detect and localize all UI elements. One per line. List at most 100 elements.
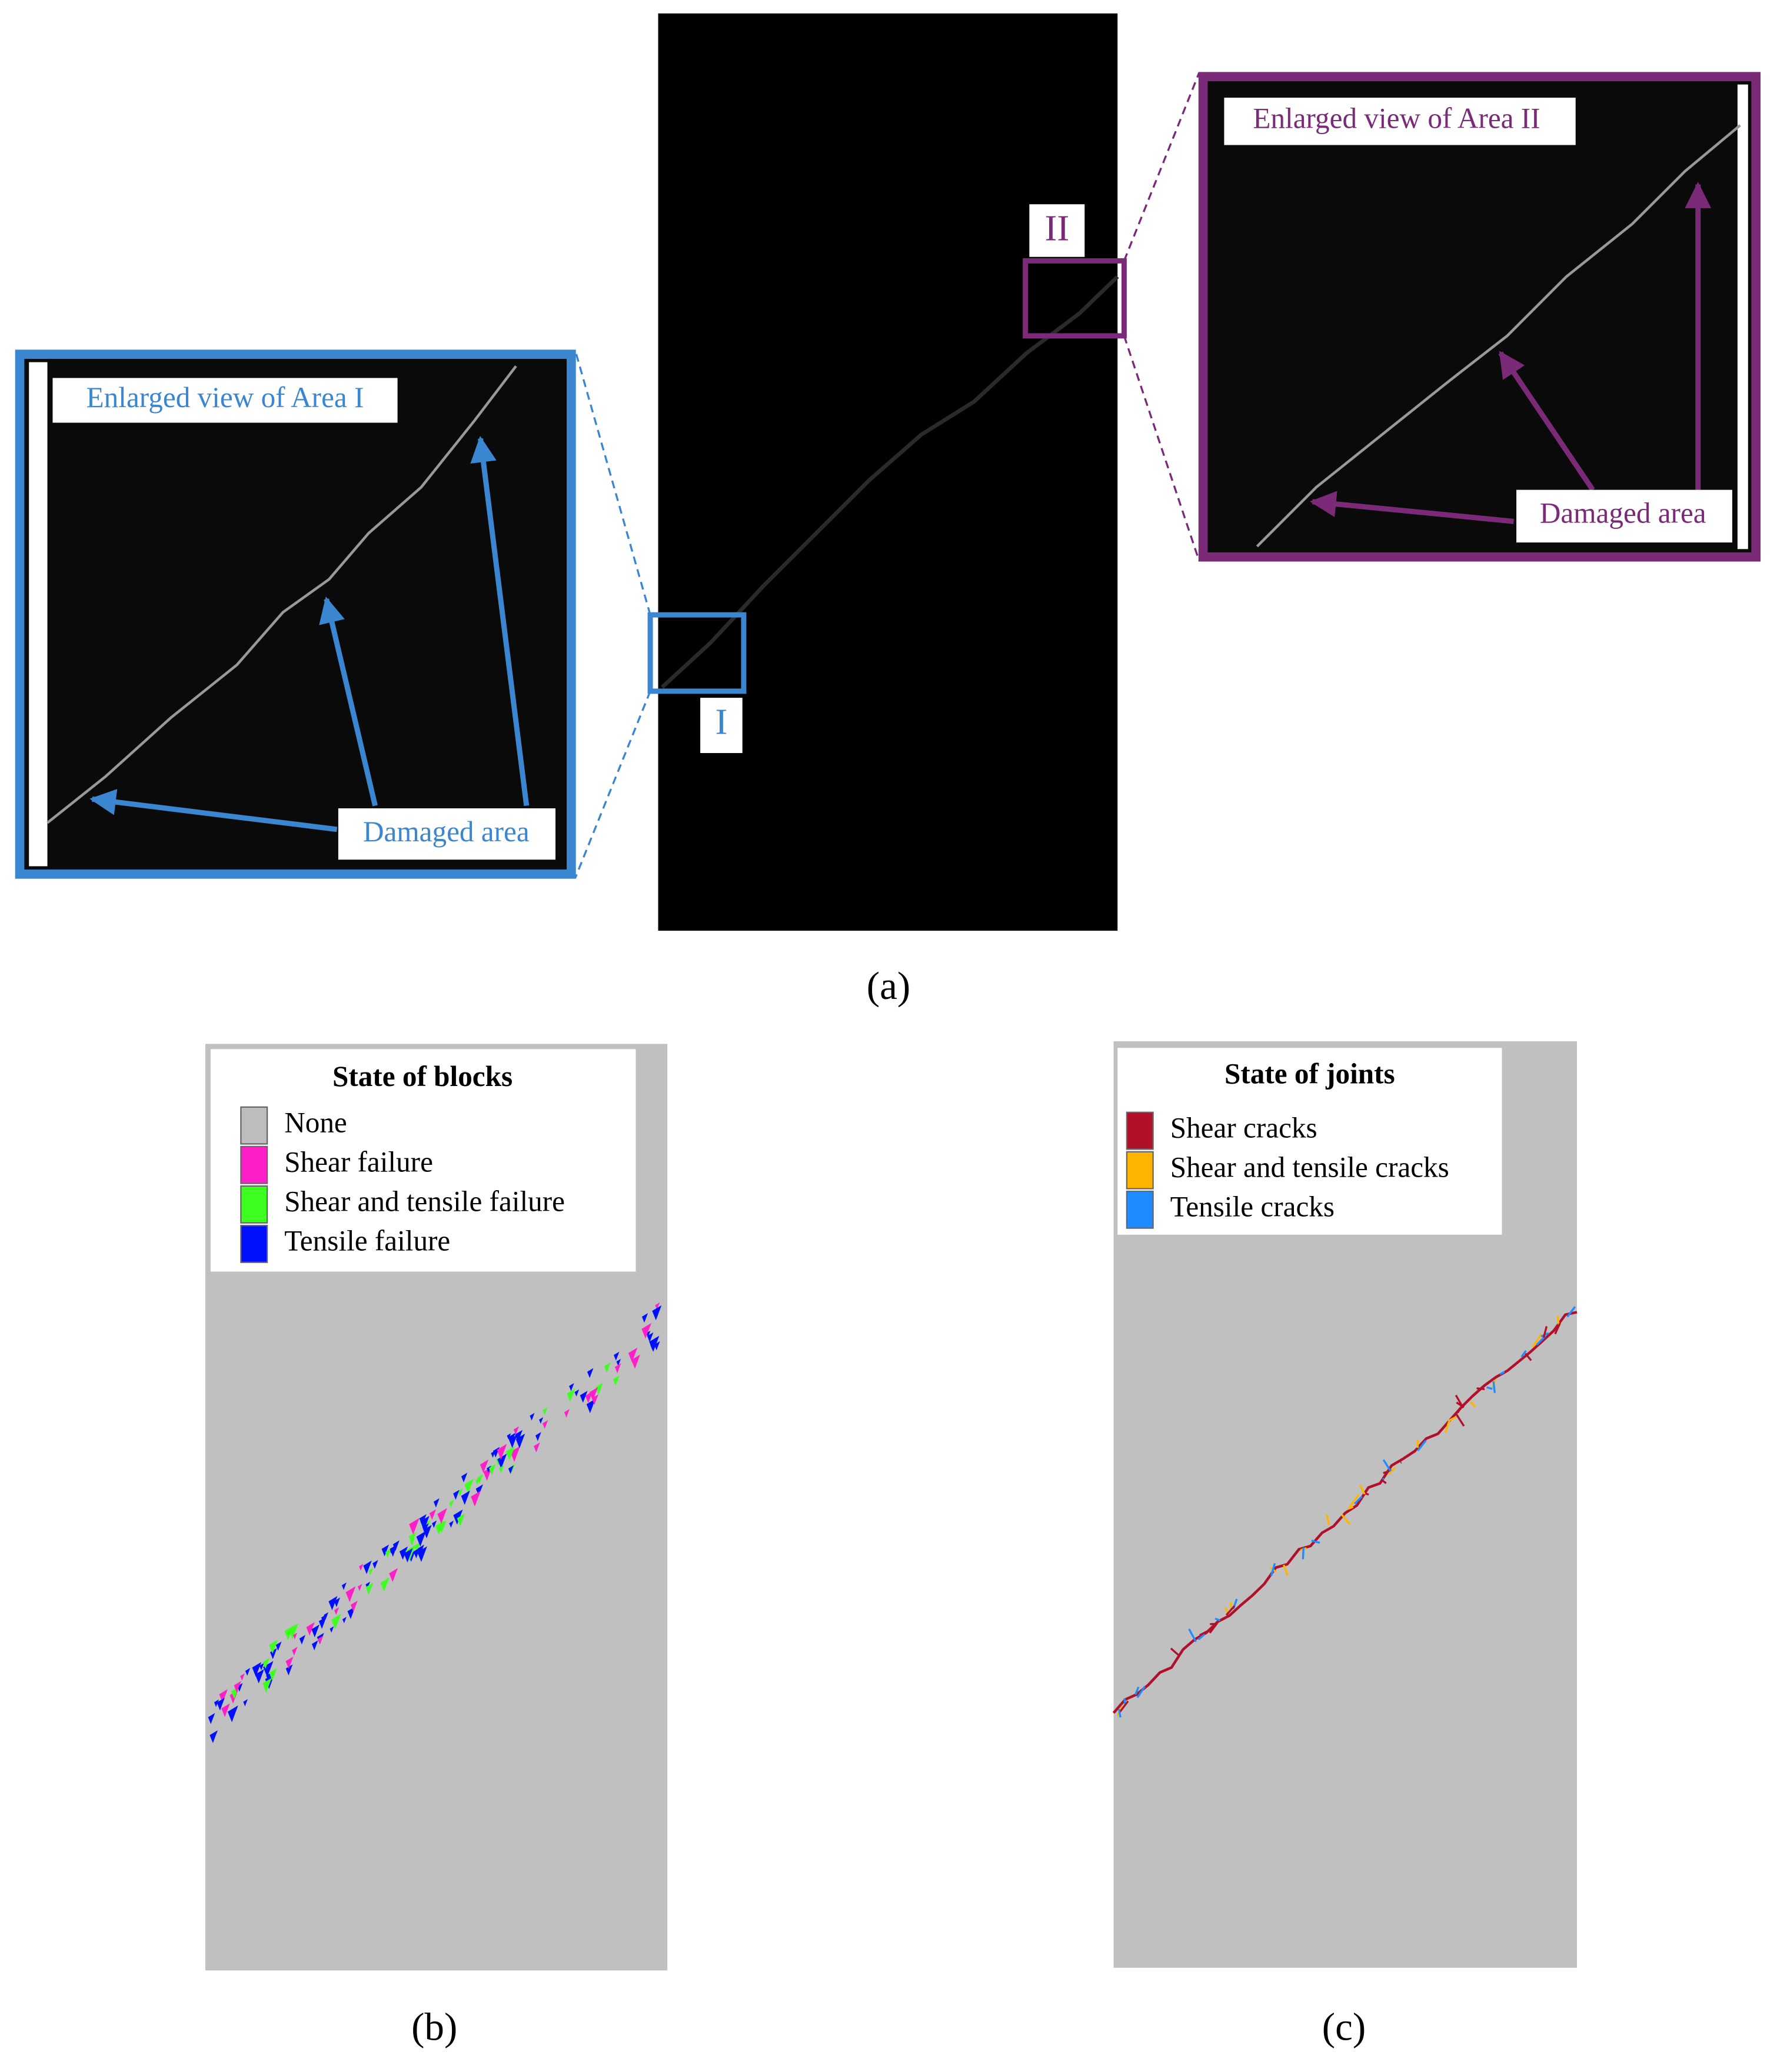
marker-bg <box>700 698 743 754</box>
damaged-block <box>507 1433 511 1440</box>
damaged-block <box>586 1398 595 1414</box>
crack-branch <box>1225 1605 1236 1616</box>
crack-branch <box>1536 1335 1546 1346</box>
damaged-block <box>330 1626 334 1633</box>
damaged-block <box>269 1668 277 1681</box>
damaged-block <box>510 1445 521 1462</box>
damaged-block <box>641 1323 651 1339</box>
damaged-block <box>534 1442 540 1453</box>
legend-title: State of blocks <box>332 1060 513 1092</box>
damaged-block <box>471 1490 481 1507</box>
crack-branch <box>1416 1439 1419 1448</box>
damaged-block <box>252 1662 262 1677</box>
damaged-block <box>263 1661 274 1678</box>
damaged-block <box>385 1548 391 1558</box>
crack-branch <box>1117 1708 1122 1718</box>
strip <box>1737 84 1748 549</box>
damaged-block <box>219 1689 228 1703</box>
legend-label: Shear cracks <box>1170 1111 1317 1144</box>
damaged-block <box>416 1531 427 1547</box>
damaged-block <box>433 1498 440 1508</box>
crack-branch <box>1136 1685 1146 1698</box>
annotation-bg <box>1516 489 1732 543</box>
crack-branch <box>1542 1326 1548 1338</box>
damaged-block <box>234 1681 241 1693</box>
legend-swatch <box>1126 1151 1154 1190</box>
damaged-block <box>438 1520 447 1533</box>
crack-branch <box>1170 1647 1180 1657</box>
damaged-block <box>508 1434 518 1448</box>
damaged-block <box>328 1595 338 1610</box>
connector <box>574 350 651 615</box>
connector <box>1123 335 1200 561</box>
marker-bg <box>1029 204 1085 257</box>
arrow <box>89 789 338 832</box>
damaged-block <box>420 1515 430 1531</box>
legend-label: None <box>284 1106 347 1138</box>
damaged-block <box>214 1699 219 1707</box>
damaged-block <box>458 1488 463 1497</box>
damaged-block <box>270 1648 277 1660</box>
area-2-annotation: Damaged area <box>1540 497 1706 529</box>
damaged-block <box>311 1624 320 1638</box>
connector <box>1123 72 1200 262</box>
arrow <box>1309 491 1515 524</box>
panel-label: (a) <box>867 964 910 1008</box>
damaged-block <box>410 1539 415 1546</box>
legend-swatch <box>240 1106 268 1145</box>
damaged-block <box>498 1465 504 1474</box>
damaged-block <box>487 1465 491 1473</box>
connector <box>574 691 651 879</box>
damaged-block <box>569 1383 574 1391</box>
crack-branch <box>1325 1514 1330 1525</box>
crack-branch <box>1556 1315 1560 1325</box>
damaged-block <box>497 1444 507 1460</box>
damaged-block <box>464 1478 474 1494</box>
panel-label: (b) <box>411 2005 457 2049</box>
damaged-block <box>515 1433 525 1448</box>
damaged-block <box>646 1330 651 1338</box>
crack-branch <box>1382 1459 1392 1472</box>
crack-branch <box>1353 1495 1363 1505</box>
damaged-block <box>334 1597 341 1607</box>
damaged-block <box>589 1387 598 1401</box>
damaged-block <box>423 1524 432 1538</box>
legend-title: State of joints <box>1224 1058 1395 1090</box>
legend-label: Tensile cracks <box>1170 1191 1335 1223</box>
damaged-block <box>372 1560 378 1569</box>
damaged-block <box>613 1375 620 1386</box>
legend-swatch <box>240 1145 268 1184</box>
damaged-block <box>453 1509 463 1525</box>
crack-branch <box>1197 1633 1206 1641</box>
crack-branch <box>1349 1494 1360 1508</box>
area-2-title: Enlarged view of Area II <box>1253 102 1540 135</box>
damaged-block <box>505 1446 515 1461</box>
damaged-block <box>285 1664 293 1675</box>
area-1-title: Enlarged view of Area I <box>86 381 364 414</box>
damaged-block <box>262 1658 270 1669</box>
damaged-block <box>275 1641 282 1651</box>
damaged-block <box>288 1623 299 1640</box>
damaged-block <box>580 1391 588 1403</box>
crack-branch <box>1532 1333 1543 1348</box>
area-1-annotation: Damaged area <box>363 815 530 848</box>
damaged-block <box>341 1582 347 1590</box>
legend <box>1117 1048 1502 1235</box>
damaged-block <box>604 1362 611 1373</box>
legend <box>210 1049 636 1272</box>
crack-branch <box>1492 1381 1496 1393</box>
damaged-block <box>655 1302 660 1310</box>
crack-branch <box>1456 1404 1463 1414</box>
damaged-block <box>318 1635 324 1645</box>
damaged-block <box>542 1420 548 1429</box>
damaged-block <box>641 1313 648 1323</box>
damaged-block <box>614 1351 620 1361</box>
crack-branch <box>1359 1484 1366 1495</box>
damaged-block <box>245 1668 251 1676</box>
damaged-block <box>240 1673 245 1681</box>
legend-swatch <box>1126 1111 1154 1150</box>
damaged-block <box>461 1490 470 1505</box>
damaged-block <box>292 1647 298 1656</box>
damaged-block <box>567 1388 575 1402</box>
damaged-block <box>437 1508 447 1524</box>
